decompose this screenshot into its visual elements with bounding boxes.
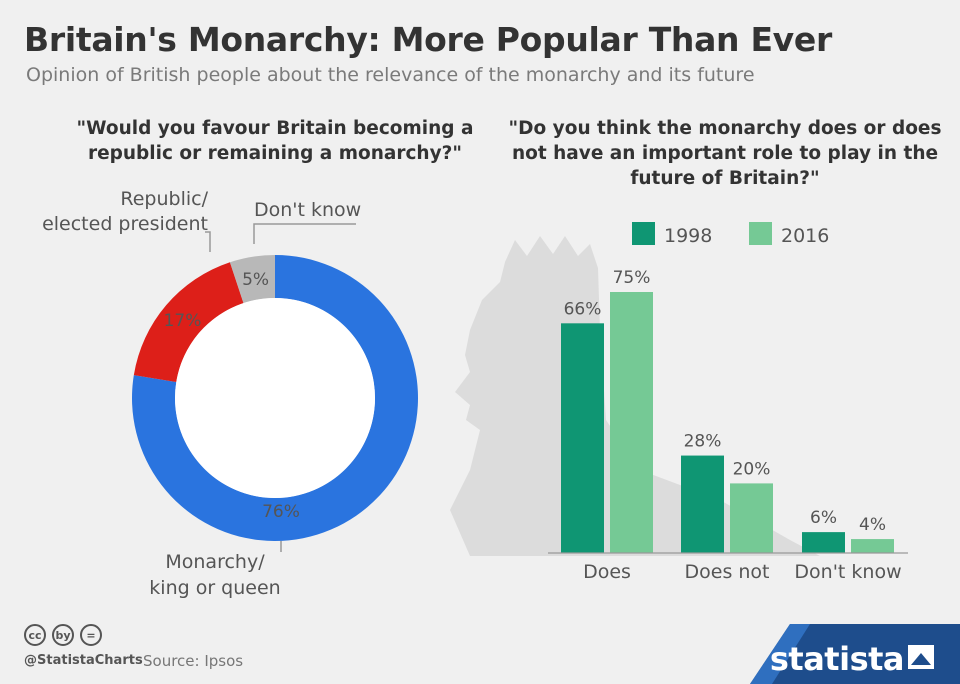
page-subtitle: Opinion of British people about the rele… (26, 64, 755, 86)
leader-line-1 (205, 231, 211, 252)
license-icon-1: by (52, 624, 74, 646)
donut-value-label-2: 5% (242, 270, 269, 290)
donut-chart: 76% 17% 5% Monarchy/king or queen Republic/e… (42, 188, 419, 599)
bar-value-label-1998-2: 6% (810, 508, 837, 528)
bar-1998-0 (561, 323, 604, 553)
bar-2016-2 (851, 539, 894, 553)
bar-value-label-1998-1: 28% (684, 432, 722, 452)
donut-value-label-0: 76% (262, 502, 300, 522)
donut-category-label-1-1: elected president (42, 213, 208, 235)
bar-category-label-1: Does not (685, 561, 770, 583)
bar-1998-2 (802, 532, 845, 553)
legend-swatch-1998 (632, 222, 655, 245)
bar-category-label-0: Does (583, 561, 631, 583)
donut-category-label-2-0: Don't know (254, 199, 361, 221)
donut-question: "Would you favour Britain becoming a rep… (76, 118, 474, 164)
queen-silhouette-icon (450, 236, 820, 556)
donut-category-label-0-1: king or queen (149, 577, 280, 599)
bar-value-label-2016-0: 75% (613, 268, 651, 288)
page-title: Britain's Monarchy: More Popular Than Ev… (24, 20, 832, 59)
bar-2016-1 (730, 483, 773, 553)
bar-value-label-2016-1: 20% (733, 459, 771, 479)
bar-category-label-2: Don't know (794, 561, 901, 583)
legend-label-1998: 1998 (664, 225, 712, 247)
bar-2016-0 (610, 292, 653, 553)
donut-hole (175, 298, 375, 498)
twitter-handle: @StatistaCharts (24, 653, 143, 668)
donut-value-label-1: 17% (164, 311, 202, 331)
donut-slice-0 (132, 255, 419, 541)
legend-label-2016: 2016 (781, 225, 829, 247)
legend-swatch-2016 (749, 222, 772, 245)
donut-category-label-1-0: Republic/ (120, 188, 208, 210)
license-icon-2: = (80, 624, 102, 646)
brand-banner (750, 624, 960, 684)
statista-logo[interactable]: statista (769, 640, 905, 678)
leader-line-2 (253, 223, 356, 244)
bar-value-label-1998-0: 66% (564, 299, 602, 319)
donut-slice-1 (133, 262, 244, 383)
license-icon-0: cc (24, 624, 46, 646)
bar-question: "Do you think the monarchy does or does … (508, 118, 942, 189)
source-note: Source: Ipsos (143, 652, 244, 670)
bar-chart: 1998 2016 66% 75% Does 28% 20% Does not 6% 4% Don'… (548, 222, 908, 583)
statista-logo-icon (908, 645, 934, 669)
license-icons: cc by = (24, 624, 102, 646)
donut-slice-2 (229, 255, 275, 304)
bar-value-label-2016-2: 4% (859, 515, 886, 535)
bar-1998-1 (681, 455, 724, 553)
donut-category-label-0-0: Monarchy/ (165, 551, 265, 573)
